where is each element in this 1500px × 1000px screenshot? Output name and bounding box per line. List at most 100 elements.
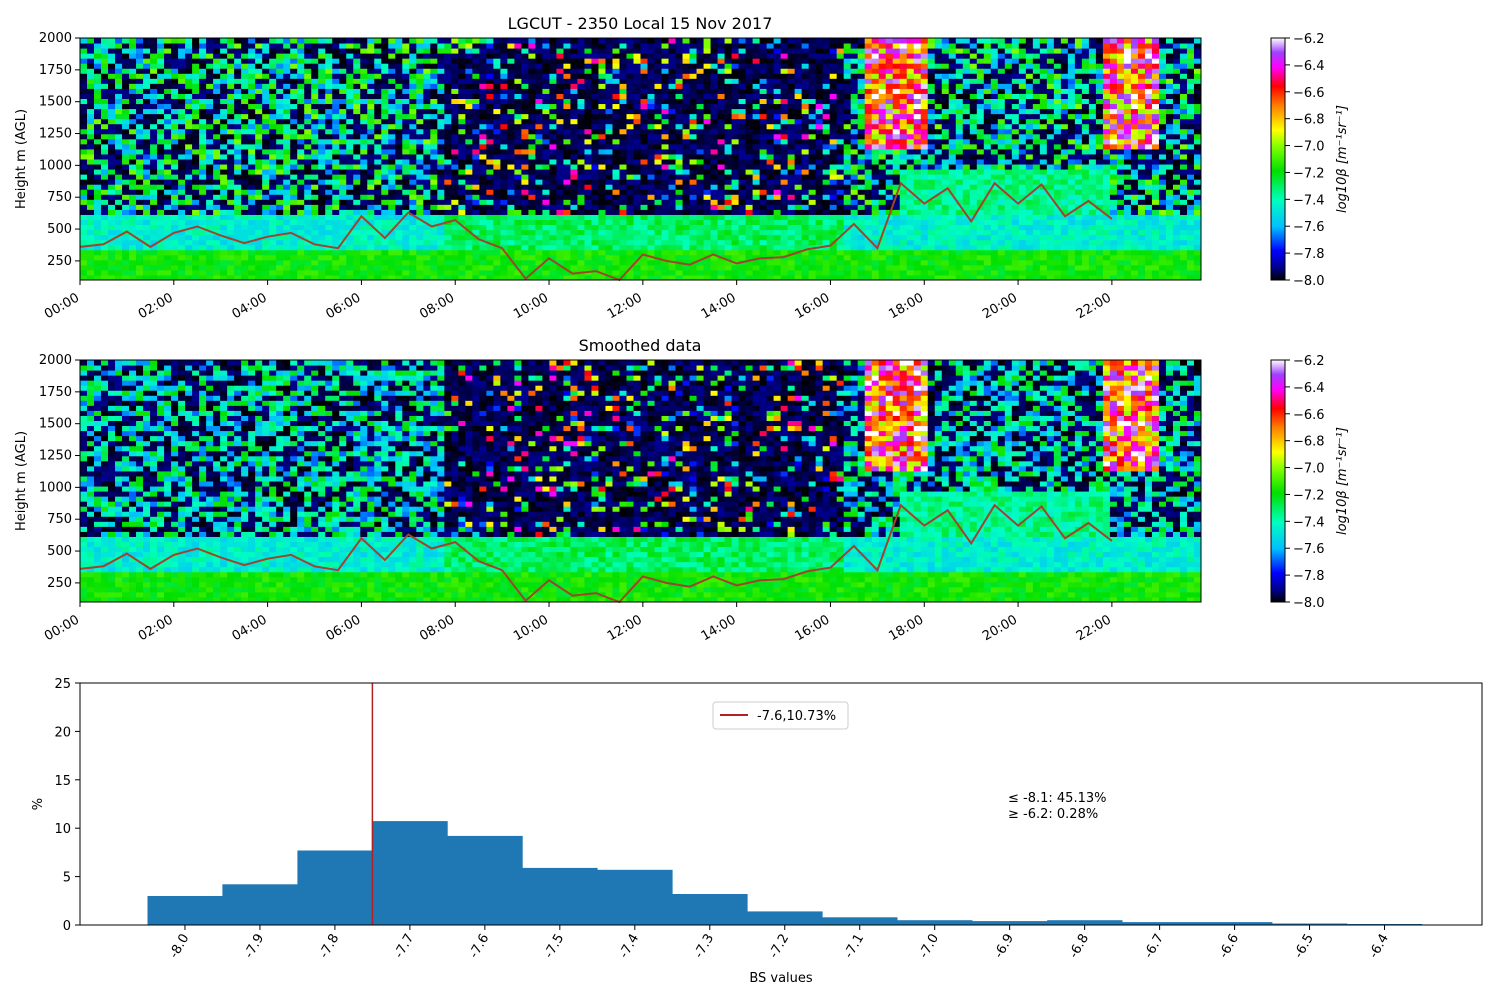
heatmap-cell <box>129 63 137 69</box>
heatmap-cell <box>143 189 151 195</box>
heatmap-cell <box>640 103 649 110</box>
heatmap-cell <box>318 78 326 84</box>
heatmap-cell <box>269 78 277 84</box>
heatmap-cell <box>570 274 578 281</box>
heatmap-cell <box>752 194 761 200</box>
heatmap-cell <box>311 88 319 94</box>
heatmap-cell <box>157 153 165 160</box>
heatmap-cell <box>542 199 550 205</box>
heatmap-cell <box>346 138 354 145</box>
heatmap-cell <box>633 118 641 125</box>
heatmap-cell <box>696 184 705 190</box>
heatmap-cell <box>731 169 740 175</box>
heatmap-cell <box>339 249 347 256</box>
heatmap-cell <box>801 179 810 185</box>
heatmap-cell <box>703 93 712 99</box>
heatmap-cell <box>696 88 705 94</box>
heatmap-cell <box>766 108 775 115</box>
heatmap-cell <box>143 219 151 226</box>
heatmap-cell <box>304 73 312 79</box>
heatmap-cell <box>689 179 698 185</box>
heatmap-cell <box>206 204 214 210</box>
heatmap-cell <box>80 93 88 99</box>
heatmap-cell <box>619 128 627 135</box>
heatmap-cell <box>444 58 452 64</box>
heatmap-cell <box>430 199 438 205</box>
heatmap-cell <box>626 254 634 261</box>
heatmap-cell <box>283 58 291 64</box>
heatmap-cell <box>745 264 754 271</box>
heatmap-cell <box>213 118 221 125</box>
heatmap-cell <box>458 123 466 130</box>
heatmap-cell <box>731 164 740 170</box>
heatmap-cell <box>402 58 410 64</box>
heatmap-cell <box>584 108 592 115</box>
heatmap-cell <box>507 254 515 261</box>
heatmap-cell <box>108 159 116 165</box>
heatmap-cell <box>122 254 130 261</box>
heatmap-cell <box>402 174 410 180</box>
heatmap-cell <box>374 249 382 256</box>
heatmap-cell <box>773 53 782 59</box>
heatmap-cell <box>682 259 691 266</box>
heatmap-cell <box>367 88 375 94</box>
heatmap-cell <box>493 234 501 241</box>
heatmap-cell <box>619 204 627 210</box>
heatmap-cell <box>381 48 389 54</box>
heatmap-cell <box>94 103 102 110</box>
heatmap-cell <box>234 48 242 54</box>
heatmap-cell <box>332 159 340 165</box>
heatmap-cell <box>465 174 473 180</box>
heatmap-cell <box>108 88 116 94</box>
heatmap-cell <box>773 73 782 79</box>
heatmap-cell <box>577 98 585 105</box>
heatmap-cell <box>598 184 606 190</box>
heatmap-cell <box>185 164 193 170</box>
heatmap-cell <box>94 58 102 64</box>
heatmap-cell <box>486 194 494 200</box>
heatmap-cell <box>696 43 705 49</box>
heatmap-cell <box>612 204 620 210</box>
heatmap-cell <box>451 214 459 220</box>
heatmap-cell <box>318 93 326 99</box>
heatmap-cell <box>192 113 200 120</box>
heatmap-cell <box>528 274 536 281</box>
heatmap-cell <box>325 58 333 64</box>
heatmap-cell <box>591 43 599 49</box>
heatmap-cell <box>213 214 221 220</box>
heatmap-cell <box>136 184 144 190</box>
heatmap-cell <box>416 204 424 210</box>
heatmap-cell <box>528 159 536 165</box>
heatmap-cell <box>297 259 305 266</box>
heatmap-cell <box>367 138 375 145</box>
heatmap-cell <box>409 214 417 220</box>
heatmap-cell <box>108 179 116 185</box>
heatmap-cell <box>500 73 508 79</box>
heatmap-cell <box>780 214 789 220</box>
heatmap-cell <box>703 148 712 155</box>
heatmap-cell <box>787 78 796 84</box>
heatmap-cell <box>430 224 438 231</box>
heatmap-cell <box>94 204 102 210</box>
heatmap-cell <box>220 264 228 271</box>
heatmap-cell <box>108 244 116 251</box>
heatmap-cell <box>416 259 424 266</box>
heatmap-cell <box>108 264 116 271</box>
heatmap-cell <box>290 269 298 276</box>
heatmap-cell <box>164 93 172 99</box>
heatmap-cell <box>192 133 200 140</box>
heatmap-cell <box>696 164 705 170</box>
heatmap-cell <box>346 48 354 54</box>
heatmap-cell <box>171 174 179 180</box>
heatmap-cell <box>388 63 396 69</box>
heatmap-cell <box>416 234 424 241</box>
heatmap-cell <box>507 68 515 74</box>
heatmap-cell <box>731 153 740 160</box>
heatmap-cell <box>388 148 396 155</box>
heatmap-cell <box>535 43 543 49</box>
heatmap-cell <box>80 123 88 130</box>
heatmap-cell <box>787 179 796 185</box>
heatmap-cell <box>710 128 719 135</box>
heatmap-cell <box>192 164 200 170</box>
heatmap-cell <box>395 88 403 94</box>
